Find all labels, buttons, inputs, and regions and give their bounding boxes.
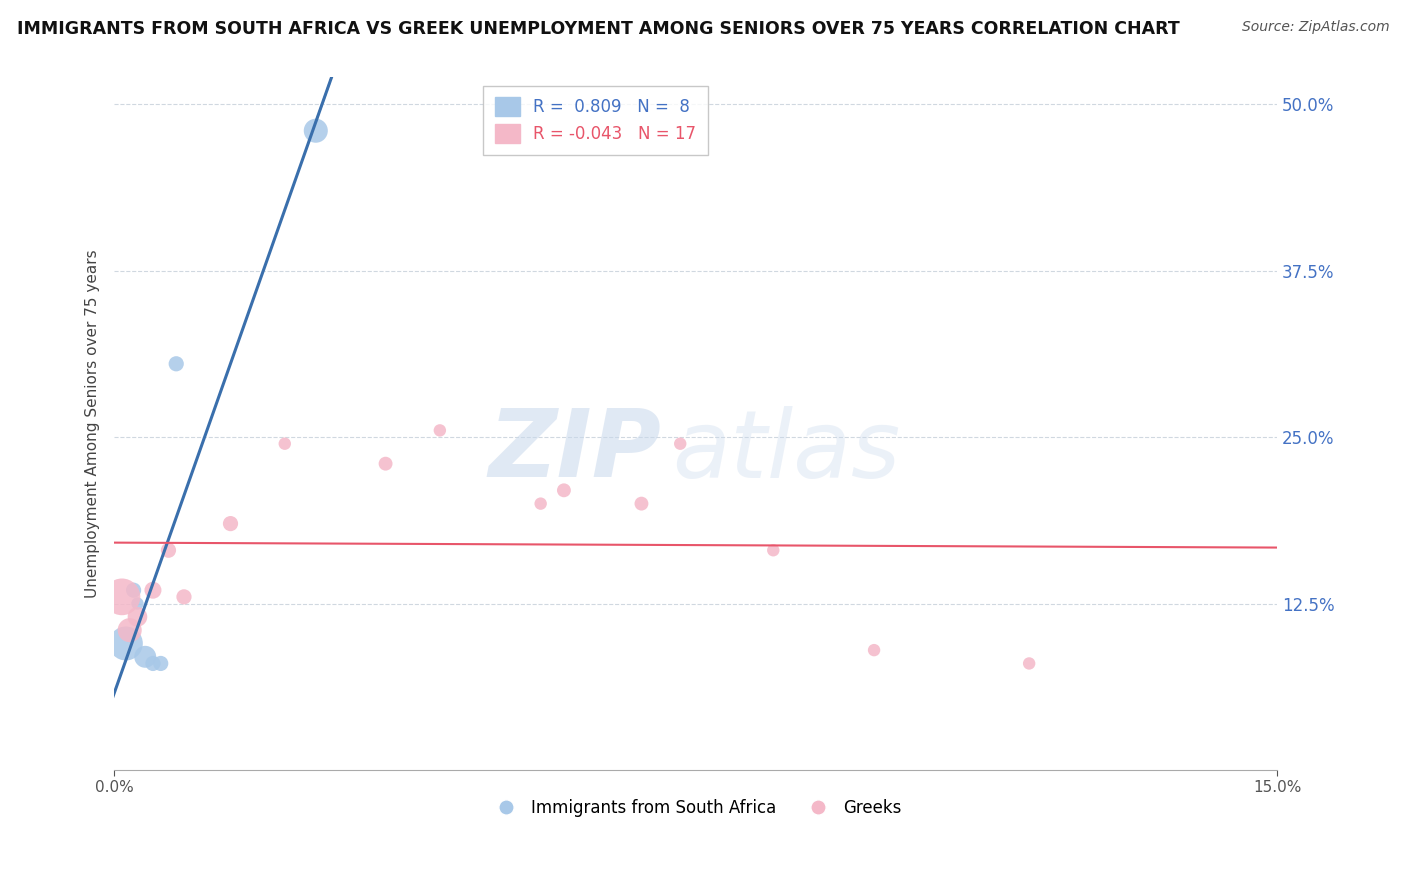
Point	[118, 623, 141, 637]
Point	[553, 483, 575, 498]
Point	[630, 497, 652, 511]
Point	[134, 649, 156, 664]
Point	[173, 590, 195, 604]
Legend: Immigrants from South Africa, Greeks: Immigrants from South Africa, Greeks	[484, 793, 908, 824]
Point	[165, 357, 187, 371]
Point	[114, 636, 136, 650]
Point	[219, 516, 242, 531]
Point	[1018, 657, 1040, 671]
Point	[157, 543, 180, 558]
Point	[274, 436, 297, 450]
Point	[429, 423, 451, 437]
Text: atlas: atlas	[672, 406, 901, 497]
Text: Source: ZipAtlas.com: Source: ZipAtlas.com	[1241, 20, 1389, 34]
Point	[122, 583, 145, 598]
Point	[374, 457, 396, 471]
Point	[530, 497, 553, 511]
Point	[149, 657, 172, 671]
Point	[863, 643, 886, 657]
Y-axis label: Unemployment Among Seniors over 75 years: Unemployment Among Seniors over 75 years	[86, 250, 100, 598]
Point	[142, 657, 165, 671]
Point	[127, 597, 149, 611]
Point	[111, 590, 134, 604]
Text: IMMIGRANTS FROM SOUTH AFRICA VS GREEK UNEMPLOYMENT AMONG SENIORS OVER 75 YEARS C: IMMIGRANTS FROM SOUTH AFRICA VS GREEK UN…	[17, 20, 1180, 37]
Text: ZIP: ZIP	[488, 406, 661, 498]
Point	[669, 436, 692, 450]
Point	[762, 543, 785, 558]
Point	[142, 583, 165, 598]
Point	[127, 610, 149, 624]
Point	[305, 124, 328, 138]
